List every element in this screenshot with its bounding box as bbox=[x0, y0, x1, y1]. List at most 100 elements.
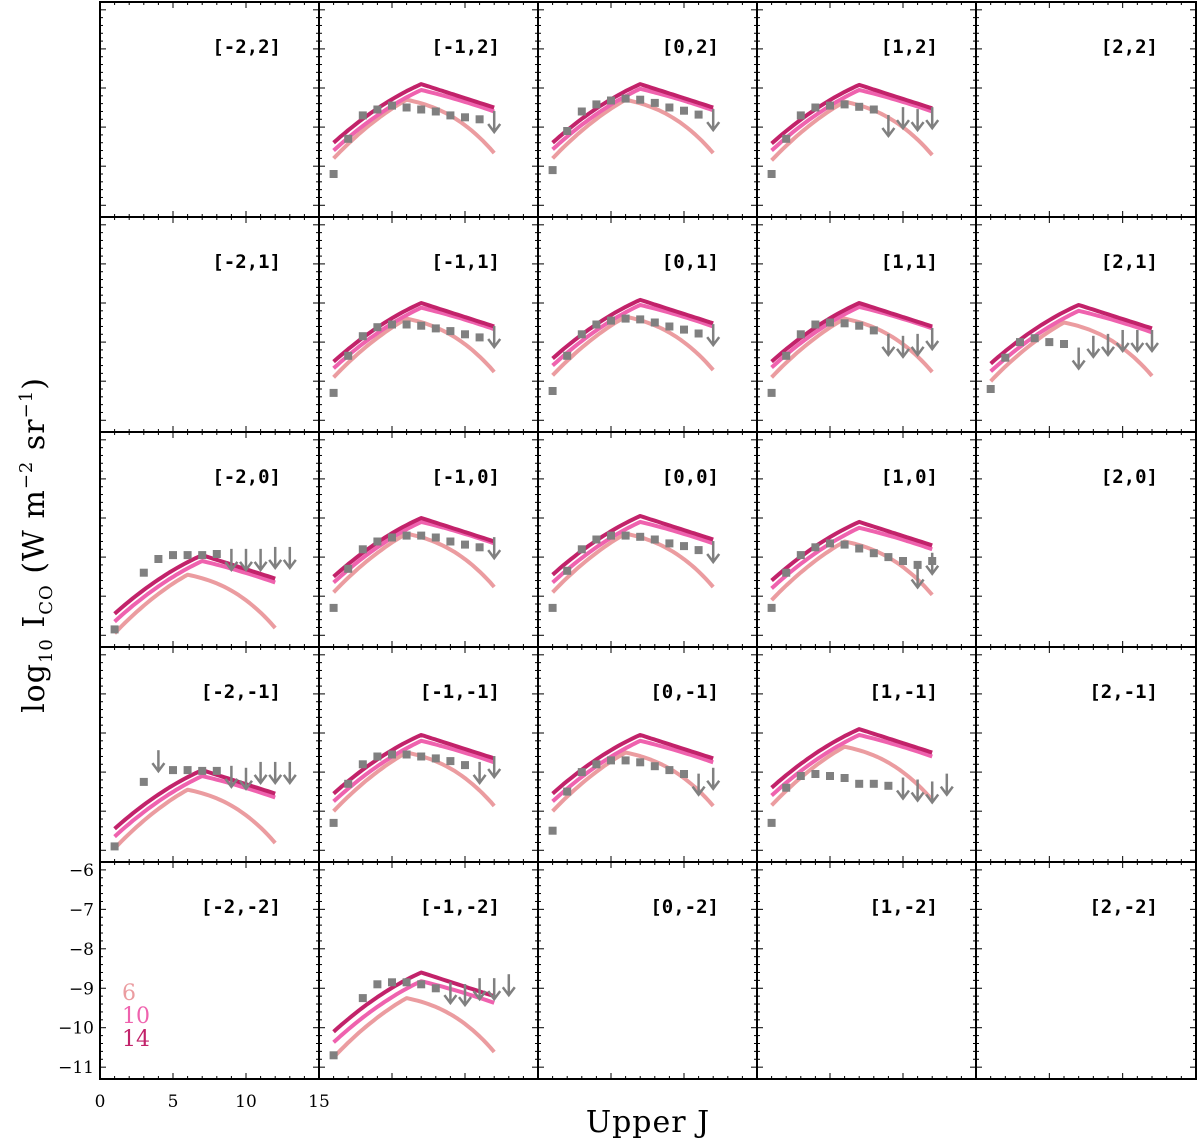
obs-point bbox=[826, 318, 834, 327]
obs-point bbox=[431, 533, 440, 542]
obs-point bbox=[417, 752, 426, 761]
model-curve-14 bbox=[770, 82, 933, 146]
panel-label: [2,0] bbox=[1101, 466, 1158, 488]
obs-point bbox=[680, 106, 688, 115]
obs-point bbox=[796, 772, 805, 780]
model-curve-6 bbox=[551, 314, 715, 377]
obs-point bbox=[636, 315, 645, 324]
obs-point bbox=[767, 603, 776, 612]
obs-point bbox=[855, 102, 864, 111]
model-curve-6 bbox=[113, 572, 277, 635]
obs-point bbox=[767, 388, 776, 397]
obs-point bbox=[388, 978, 396, 987]
upper-limit-arrow bbox=[253, 761, 268, 785]
obs-point bbox=[621, 94, 630, 103]
upper-limit-arrow bbox=[691, 773, 706, 797]
panel-label: [-2,-1] bbox=[201, 681, 281, 703]
model-curve-6 bbox=[551, 97, 715, 160]
obs-point bbox=[855, 779, 864, 788]
panel-plot-area bbox=[110, 546, 297, 635]
model-curve-10 bbox=[332, 738, 495, 803]
panel-plot-area bbox=[329, 733, 502, 827]
panel--2_0: [-2,0] bbox=[99, 431, 320, 648]
panel-frame bbox=[537, 1, 758, 218]
obs-point bbox=[446, 111, 455, 120]
obs-point bbox=[1030, 334, 1039, 343]
panel-frame bbox=[99, 216, 320, 433]
panel-plot-area bbox=[548, 733, 721, 835]
panel-ticks bbox=[537, 647, 758, 862]
obs-point bbox=[475, 543, 484, 552]
panel-label: [1,-2] bbox=[869, 896, 938, 918]
model-curve-6 bbox=[332, 996, 496, 1059]
obs-point bbox=[869, 105, 878, 114]
panel-frame bbox=[318, 1, 539, 218]
upper-limit-arrow bbox=[910, 333, 925, 357]
upper-limit-arrow bbox=[706, 541, 721, 565]
panel--1_2: [-1,2] bbox=[318, 1, 539, 218]
obs-point bbox=[358, 994, 367, 1003]
panel-frame bbox=[318, 861, 539, 1080]
obs-point bbox=[358, 760, 367, 769]
obs-point bbox=[373, 105, 382, 114]
model-curve-14 bbox=[770, 301, 933, 364]
obs-point bbox=[212, 550, 221, 558]
obs-point bbox=[548, 387, 557, 395]
panel-2_-1: [2,-1] bbox=[975, 646, 1197, 863]
panel-label: [-1,1] bbox=[431, 251, 500, 273]
y-axis-label-i: I bbox=[17, 615, 52, 638]
obs-point bbox=[373, 752, 382, 761]
obs-point bbox=[796, 111, 805, 120]
obs-point bbox=[592, 100, 601, 109]
model-curve-6 bbox=[332, 316, 496, 379]
obs-point bbox=[636, 95, 645, 104]
model-curve-10 bbox=[332, 979, 495, 1044]
obs-point bbox=[811, 543, 820, 552]
obs-point bbox=[402, 978, 411, 987]
legend-entry-6: 6 bbox=[122, 981, 136, 1006]
upper-limit-arrow bbox=[487, 756, 502, 780]
x-axis-label: Upper J bbox=[586, 1105, 710, 1140]
obs-point bbox=[461, 113, 469, 122]
panel-plot-area bbox=[548, 297, 721, 395]
obs-point bbox=[402, 531, 411, 540]
obs-point bbox=[169, 551, 177, 560]
upper-limit-arrow bbox=[487, 111, 502, 135]
upper-limit-arrow bbox=[224, 548, 239, 572]
upper-limit-arrow bbox=[896, 107, 910, 131]
panel-ticks bbox=[975, 862, 1197, 1079]
obs-point bbox=[592, 320, 601, 329]
y-tick-label: −6 bbox=[69, 861, 94, 881]
obs-point bbox=[198, 551, 207, 560]
model-curve-10 bbox=[770, 88, 933, 152]
panel-label: [0,1] bbox=[662, 251, 719, 273]
obs-point bbox=[563, 787, 572, 796]
obs-point bbox=[198, 766, 207, 775]
obs-point bbox=[607, 756, 615, 765]
obs-point bbox=[650, 318, 659, 327]
obs-point bbox=[402, 320, 411, 329]
upper-limit-arrow bbox=[472, 761, 487, 785]
panel-ticks bbox=[318, 862, 539, 1079]
panel-plot-area bbox=[329, 970, 516, 1060]
upper-limit-arrow bbox=[1130, 329, 1145, 354]
upper-limit-arrow bbox=[472, 978, 487, 1002]
obs-point bbox=[665, 766, 674, 775]
obs-point bbox=[329, 170, 338, 178]
obs-point bbox=[475, 115, 484, 124]
upper-limit-arrow bbox=[910, 109, 925, 133]
y-axis-label-subco: CO bbox=[36, 584, 57, 615]
obs-point bbox=[796, 551, 805, 560]
obs-point bbox=[650, 98, 659, 107]
y-axis-label-unit-b: sr bbox=[17, 418, 52, 460]
panel-ticks bbox=[537, 2, 758, 217]
obs-point bbox=[621, 531, 630, 540]
obs-point bbox=[358, 332, 367, 341]
panel--1_1: [-1,1] bbox=[318, 216, 539, 433]
panel-label: [-2,2] bbox=[212, 36, 281, 58]
model-curve-10 bbox=[551, 303, 714, 367]
panel-ticks bbox=[99, 217, 320, 432]
panel-plot-area bbox=[767, 82, 940, 178]
